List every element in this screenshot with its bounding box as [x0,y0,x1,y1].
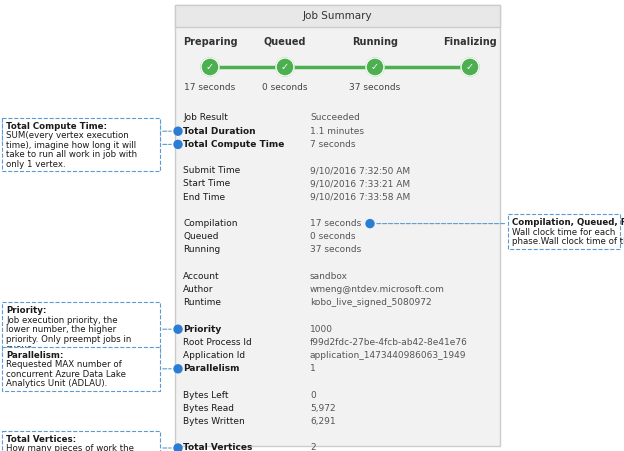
FancyBboxPatch shape [2,118,160,171]
Text: Total Duration: Total Duration [183,127,256,136]
Text: 0 seconds: 0 seconds [310,232,356,241]
FancyBboxPatch shape [508,214,620,249]
Text: f99d2fdc-27be-4fcb-ab42-8e41e76: f99d2fdc-27be-4fcb-ab42-8e41e76 [310,338,468,347]
Text: Bytes Left: Bytes Left [183,391,228,400]
Circle shape [174,444,182,451]
Text: 1: 1 [310,364,316,373]
Text: Root Process Id: Root Process Id [183,338,251,347]
Text: Total Compute Time:: Total Compute Time: [6,122,107,131]
Text: 1000: 1000 [310,325,333,334]
Text: ✓: ✓ [206,62,214,72]
FancyBboxPatch shape [175,5,500,27]
Text: Queued: Queued [264,37,306,47]
Circle shape [174,365,182,373]
Text: only 1 vertex.: only 1 vertex. [6,160,66,169]
Text: End Time: End Time [183,193,225,202]
Circle shape [174,140,182,148]
Text: Wall clock time of the job.: Wall clock time of the job. [6,132,118,141]
Text: Analytics Unit (ADLAU).: Analytics Unit (ADLAU). [6,379,107,388]
Text: 9/10/2016 7:33:21 AM: 9/10/2016 7:33:21 AM [310,179,410,189]
Text: 37 seconds: 37 seconds [310,245,361,254]
Text: sandbox: sandbox [310,272,348,281]
Text: Parallelism: Parallelism [183,364,240,373]
Text: Running: Running [183,245,220,254]
Text: 6,291: 6,291 [310,417,336,426]
Text: phase.Wall clock time of the job.: phase.Wall clock time of the job. [512,237,624,246]
Text: concurrent Azure Data Lake: concurrent Azure Data Lake [6,370,126,379]
Text: Running: Running [352,37,398,47]
Text: 1.1 minutes: 1.1 minutes [310,127,364,136]
Text: 0 seconds: 0 seconds [262,83,308,92]
Text: ✓: ✓ [281,62,289,72]
FancyBboxPatch shape [2,347,160,391]
Text: Total Vertices:: Total Vertices: [6,435,76,444]
Text: priority. Only preempt jobs in: priority. Only preempt jobs in [6,335,132,344]
Text: queue.: queue. [6,345,36,354]
Circle shape [201,58,219,76]
FancyBboxPatch shape [2,431,160,451]
Text: Priority: Priority [183,325,222,334]
Circle shape [461,58,479,76]
Text: Compilation: Compilation [183,219,238,228]
Text: Job execution priority, the: Job execution priority, the [6,316,118,325]
Text: kobo_live_signed_5080972: kobo_live_signed_5080972 [310,298,432,307]
Text: SUM(every vertex execution: SUM(every vertex execution [6,131,129,140]
FancyBboxPatch shape [2,119,160,144]
Text: Succeeded: Succeeded [310,114,360,123]
Text: Bytes Read: Bytes Read [183,404,234,413]
Text: Requested MAX number of: Requested MAX number of [6,360,122,369]
Text: Runtime: Runtime [183,298,221,307]
Text: 17 seconds: 17 seconds [310,219,361,228]
FancyBboxPatch shape [2,303,160,356]
Text: Total Vertices: Total Vertices [183,443,252,451]
Text: Total Compute Time: Total Compute Time [183,140,285,149]
Text: How many pieces of work the: How many pieces of work the [6,444,134,451]
Circle shape [366,58,384,76]
Text: Parallelism:: Parallelism: [6,351,64,360]
Circle shape [174,127,182,135]
Text: Priority:: Priority: [6,306,46,315]
Text: application_1473440986063_1949: application_1473440986063_1949 [310,351,467,360]
Text: Finalizing: Finalizing [443,37,497,47]
Circle shape [174,325,182,333]
Text: ✓: ✓ [466,62,474,72]
Text: 7 seconds: 7 seconds [310,140,356,149]
Text: 37 seconds: 37 seconds [349,83,401,92]
Text: time), imagine how long it will: time), imagine how long it will [6,141,136,150]
Text: 0: 0 [310,391,316,400]
Text: Wall clock time for each: Wall clock time for each [512,228,615,237]
Text: ✓: ✓ [371,62,379,72]
Text: lower number, the higher: lower number, the higher [6,326,116,335]
Text: 9/10/2016 7:32:50 AM: 9/10/2016 7:32:50 AM [310,166,410,175]
Circle shape [276,58,294,76]
Text: take to run all work in job with: take to run all work in job with [6,150,137,159]
Text: Job Summary: Job Summary [303,11,373,21]
Text: Author: Author [183,285,213,294]
Text: Submit Time: Submit Time [183,166,240,175]
Text: Job Result: Job Result [183,114,228,123]
Circle shape [366,220,374,228]
Text: Start Time: Start Time [183,179,230,189]
Text: 9/10/2016 7:33:58 AM: 9/10/2016 7:33:58 AM [310,193,410,202]
Text: 2: 2 [310,443,316,451]
Text: wmeng@ntdev.microsoft.com: wmeng@ntdev.microsoft.com [310,285,445,294]
Text: 17 seconds: 17 seconds [184,83,236,92]
Text: Application Id: Application Id [183,351,245,360]
Text: Bytes Written: Bytes Written [183,417,245,426]
FancyBboxPatch shape [175,5,500,446]
Text: Preparing: Preparing [183,37,237,47]
Text: Total Duration:: Total Duration: [6,123,79,132]
Text: Compilation, Queued, Running:: Compilation, Queued, Running: [512,218,624,227]
Text: Account: Account [183,272,220,281]
Text: Queued: Queued [183,232,218,241]
Text: 5,972: 5,972 [310,404,336,413]
